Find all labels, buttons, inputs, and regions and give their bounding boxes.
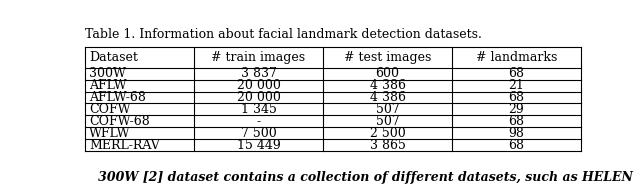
Text: 68: 68 bbox=[509, 139, 525, 152]
Text: 7 500: 7 500 bbox=[241, 127, 276, 140]
Text: 29: 29 bbox=[509, 103, 524, 116]
Text: COFW-68: COFW-68 bbox=[89, 115, 150, 128]
Text: COFW: COFW bbox=[89, 103, 131, 116]
Text: WFLW: WFLW bbox=[89, 127, 131, 140]
Text: 4 386: 4 386 bbox=[369, 79, 406, 92]
Text: 4 386: 4 386 bbox=[369, 91, 406, 104]
Text: # test images: # test images bbox=[344, 51, 431, 64]
Text: 15 449: 15 449 bbox=[237, 139, 280, 152]
Text: AFLW: AFLW bbox=[89, 79, 127, 92]
Text: 3 865: 3 865 bbox=[369, 139, 406, 152]
Text: Dataset: Dataset bbox=[89, 51, 138, 64]
Text: 20 000: 20 000 bbox=[237, 79, 280, 92]
Text: 600: 600 bbox=[376, 67, 399, 80]
Text: 2 500: 2 500 bbox=[370, 127, 405, 140]
Text: 3 837: 3 837 bbox=[241, 67, 276, 80]
Text: 1 345: 1 345 bbox=[241, 103, 276, 116]
Text: 507: 507 bbox=[376, 103, 399, 116]
Text: 68: 68 bbox=[509, 67, 525, 80]
Text: Table 1. Information about facial landmark detection datasets.: Table 1. Information about facial landma… bbox=[85, 28, 482, 41]
Text: -: - bbox=[257, 115, 260, 128]
Text: 68: 68 bbox=[509, 91, 525, 104]
Text: 98: 98 bbox=[509, 127, 524, 140]
Text: 300W [2] dataset contains a collection of different datasets, such as HELEN: 300W [2] dataset contains a collection o… bbox=[85, 171, 633, 183]
Text: 21: 21 bbox=[509, 79, 524, 92]
Text: # train images: # train images bbox=[211, 51, 306, 64]
Text: 300W: 300W bbox=[89, 67, 126, 80]
Text: # landmarks: # landmarks bbox=[476, 51, 557, 64]
Text: MERL-RAV: MERL-RAV bbox=[89, 139, 159, 152]
Text: 68: 68 bbox=[509, 115, 525, 128]
Text: AFLW-68: AFLW-68 bbox=[89, 91, 146, 104]
Text: 20 000: 20 000 bbox=[237, 91, 280, 104]
Text: 507: 507 bbox=[376, 115, 399, 128]
